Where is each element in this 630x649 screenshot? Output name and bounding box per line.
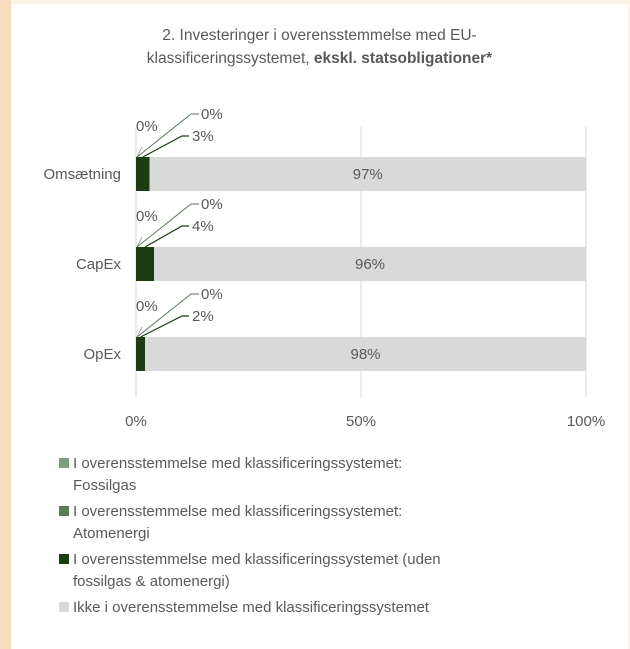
bar-segment — [136, 337, 145, 371]
leader-line — [136, 293, 199, 338]
bar-segment — [136, 157, 150, 191]
legend-label-line1: I overensstemmelse med klassificeringssy… — [73, 455, 403, 472]
legend-label-line1: I overensstemmelse med klassificeringssy… — [73, 551, 441, 568]
data-label: 96% — [355, 256, 385, 273]
data-label: 4% — [192, 218, 214, 235]
legend-item-not-aligned: Ikke i overensstemmelse med klassificeri… — [59, 597, 529, 619]
data-label: 2% — [192, 308, 214, 325]
bar-segment — [145, 337, 586, 371]
x-tick-label: 0% — [125, 413, 147, 430]
legend-swatch-fossilgas — [59, 458, 69, 468]
data-label: 0% — [201, 196, 223, 213]
data-label: 97% — [353, 166, 383, 183]
legend-label-line1: Ikke i overensstemmelse med klassificeri… — [73, 599, 429, 616]
data-label: 0% — [201, 106, 223, 123]
chart-title-line2: klassificeringssystemet, ekskl. statsobl… — [11, 47, 628, 70]
leader-line — [136, 146, 143, 158]
bar-segment — [149, 157, 586, 191]
leader-line — [144, 225, 189, 248]
leader-line — [140, 315, 189, 338]
legend-item-atomenergi: I overensstemmelse med klassificeringssy… — [59, 501, 529, 545]
chart-title: 2. Investeringer i overensstemmelse med … — [11, 24, 628, 70]
legend-label-line2: fossilgas & atomenergi) — [73, 573, 230, 590]
x-tick-label: 50% — [346, 413, 376, 430]
data-label: 0% — [136, 298, 158, 315]
legend-item-aligned: I overensstemmelse med klassificeringssy… — [59, 549, 529, 593]
data-label: 0% — [201, 286, 223, 303]
leader-line — [136, 236, 143, 248]
data-label: 0% — [136, 208, 158, 225]
category-label: Omsætning — [43, 166, 121, 183]
leader-line — [136, 326, 143, 338]
legend-swatch-atomenergi — [59, 506, 69, 516]
data-label: 98% — [350, 346, 380, 363]
legend-label-line1: I overensstemmelse med klassificeringssy… — [73, 503, 403, 520]
bar-segment — [136, 247, 154, 281]
category-label: OpEx — [83, 346, 121, 363]
legend-label-line2: Atomenergi — [73, 525, 150, 542]
bar-segment — [154, 247, 586, 281]
chart-title-line1: 2. Investeringer i overensstemmelse med … — [162, 27, 477, 44]
bar-chart: 0% 50% 100% Omsætning 97% 0% 0% 3% CapEx 96% 0% 0% 4… — [43, 106, 605, 430]
chart-title-line2-bold: ekskl. statsobligationer* — [313, 50, 493, 67]
leader-line — [136, 203, 199, 248]
left-accent-stripe — [0, 0, 11, 649]
leader-line — [136, 113, 199, 158]
chart-legend: I overensstemmelse med klassificeringssy… — [59, 453, 529, 623]
data-label: 3% — [192, 128, 214, 145]
chart-title-line2-prefix: klassificeringssystemet, — [146, 50, 314, 67]
legend-item-fossilgas: I overensstemmelse med klassificeringssy… — [59, 453, 529, 497]
chart-panel: 2. Investeringer i overensstemmelse med … — [11, 4, 628, 649]
legend-label-line2: Fossilgas — [73, 477, 137, 494]
legend-swatch-aligned — [59, 554, 69, 564]
data-label: 0% — [136, 118, 158, 135]
legend-swatch-not-aligned — [59, 602, 69, 612]
category-label: CapEx — [76, 256, 122, 273]
leader-line — [142, 135, 189, 158]
x-tick-label: 100% — [567, 413, 605, 430]
